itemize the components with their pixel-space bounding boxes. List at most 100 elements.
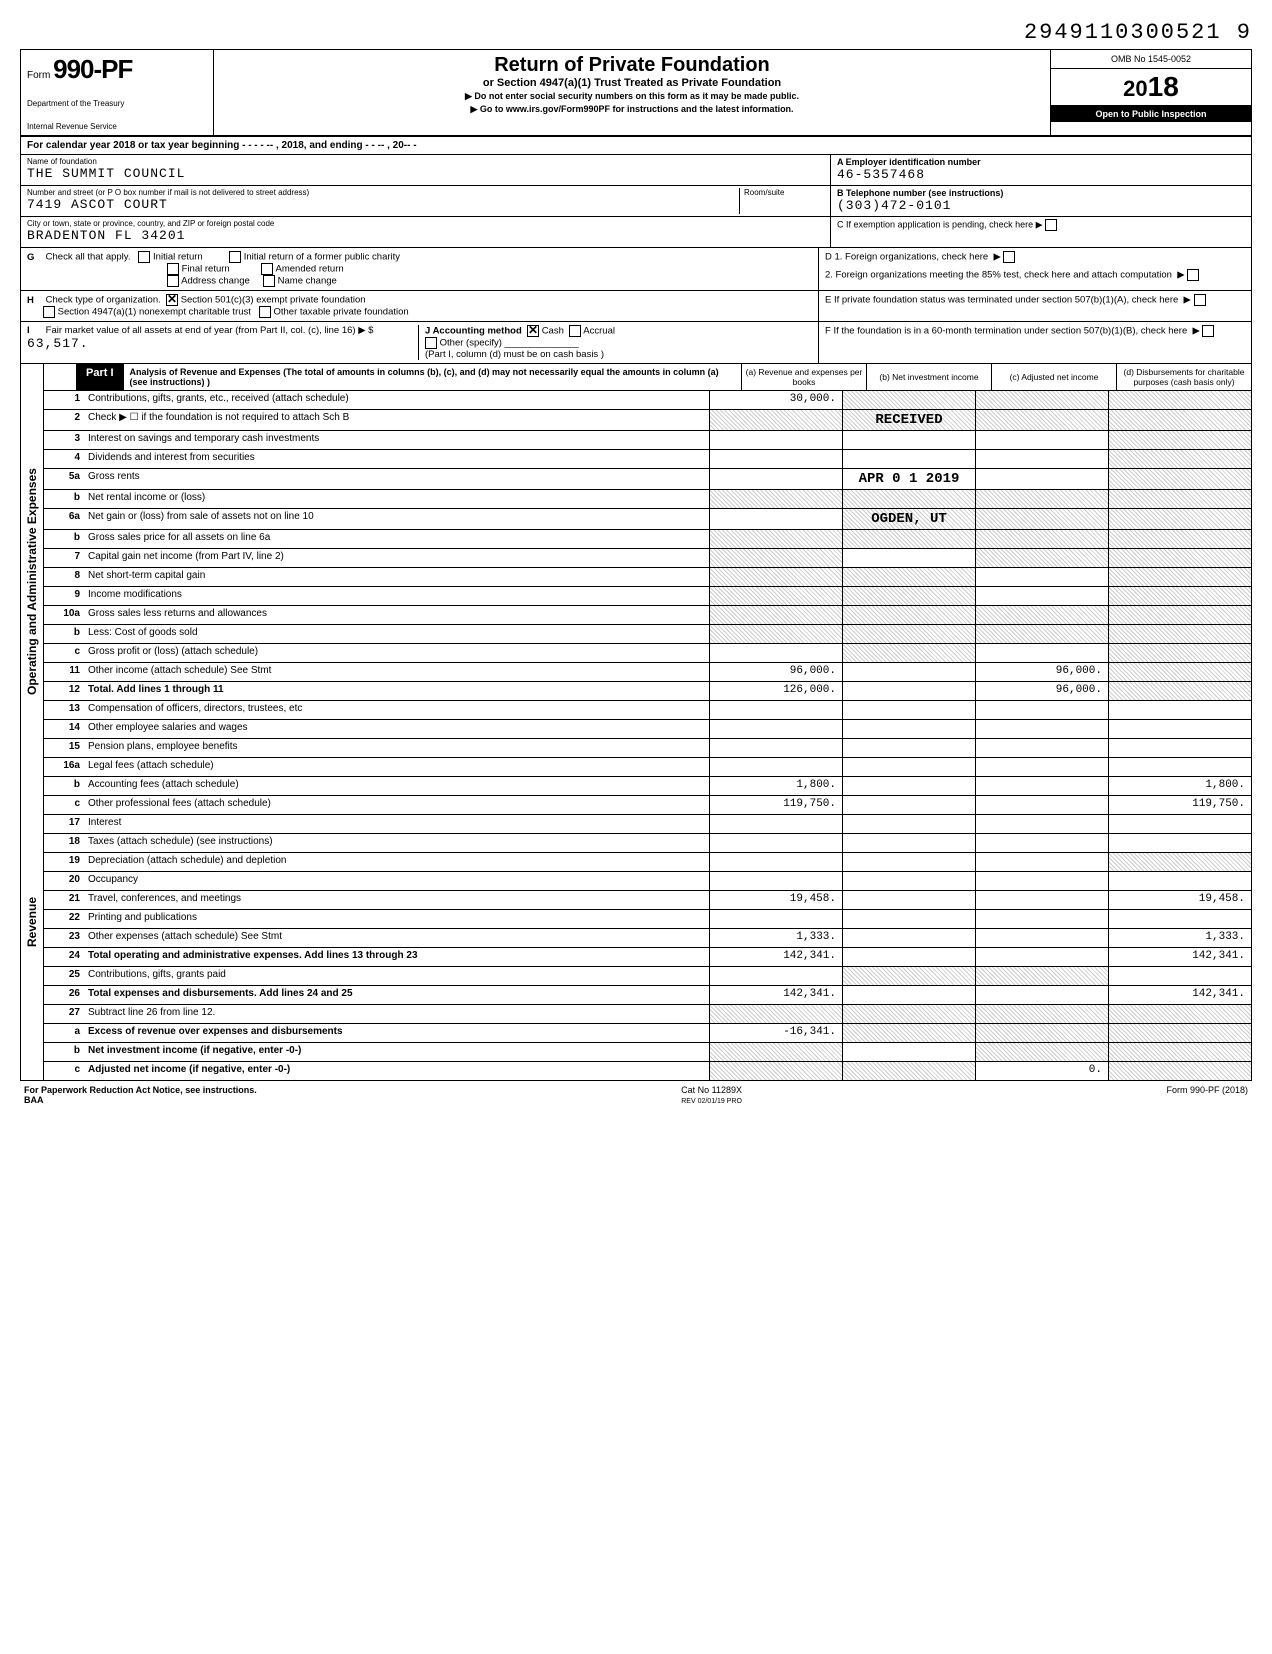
col-d-value [1108,739,1251,757]
c-checkbox[interactable] [1045,219,1057,231]
d2-label: 2. Foreign organizations meeting the 85%… [825,270,1172,281]
col-c-header: (c) Adjusted net income [992,364,1117,390]
col-b-value [842,644,975,662]
form-prefix: Form [27,70,50,81]
name-change-checkbox[interactable] [263,275,275,287]
part-header: Part I Analysis of Revenue and Expenses … [44,364,1251,390]
j-cash-checkbox[interactable] [527,325,539,337]
col-c-value [975,644,1108,662]
col-c-value [975,777,1108,795]
footer: For Paperwork Reduction Act Notice, see … [20,1085,1252,1105]
city-label: City or town, state or province, country… [27,219,824,228]
table-row: 11Other income (attach schedule) See Stm… [44,662,1251,681]
col-d-value [1108,1043,1251,1061]
initial-return-checkbox[interactable] [138,251,150,263]
line-description: Legal fees (attach schedule) [84,758,709,776]
form-header-center: Return of Private Foundation or Section … [214,50,1050,135]
col-b-value [842,450,975,468]
line-description: Gross sales less returns and allowances [84,606,709,624]
initial-former-checkbox[interactable] [229,251,241,263]
h3-checkbox[interactable] [259,306,271,318]
col-b-value [842,530,975,548]
h1-label: Section 501(c)(3) exempt private foundat… [181,295,366,306]
col-b-value [842,967,975,985]
line-description: Gross profit or (loss) (attach schedule) [84,644,709,662]
ein-value: 46-5357468 [837,167,1245,182]
line-description: Total. Add lines 1 through 11 [84,682,709,700]
line-description: Gross rents [84,469,709,489]
main-table: Revenue Operating and Administrative Exp… [20,364,1252,1081]
col-d-value: 1,800. [1108,777,1251,795]
line-description: Contributions, gifts, grants paid [84,967,709,985]
line-description: Other expenses (attach schedule) See Stm… [84,929,709,947]
col-a-value [709,587,842,605]
table-row: 24Total operating and administrative exp… [44,947,1251,966]
col-b-value [842,872,975,890]
d2-checkbox[interactable] [1187,269,1199,281]
e-checkbox[interactable] [1194,294,1206,306]
col-c-value [975,509,1108,529]
d1-checkbox[interactable] [1003,251,1015,263]
f-checkbox[interactable] [1202,325,1214,337]
line-description: Depreciation (attach schedule) and deple… [84,853,709,871]
col-c-value: 96,000. [975,682,1108,700]
h2-checkbox[interactable] [43,306,55,318]
line-description: Other employee salaries and wages [84,720,709,738]
table-row: 7Capital gain net income (from Part IV, … [44,548,1251,567]
col-c-value [975,530,1108,548]
col-d-value [1108,967,1251,985]
col-d-value [1108,682,1251,700]
col-c-value [975,948,1108,966]
line-number: 12 [44,682,84,700]
table-row: 8Net short-term capital gain [44,567,1251,586]
section-ghi: G Check all that apply. Initial return I… [20,248,1252,364]
col-a-value [709,758,842,776]
col-b-value: RECEIVED [842,410,975,430]
line-number: c [44,1062,84,1080]
lines-container: 1Contributions, gifts, grants, etc., rec… [44,390,1251,1080]
col-c-value: 96,000. [975,663,1108,681]
line-number: 9 [44,587,84,605]
col-d-value [1108,815,1251,833]
col-a-value [709,549,842,567]
line-number: a [44,1024,84,1042]
ein-label: A Employer identification number [837,157,1245,167]
col-a-value [709,967,842,985]
line-description: Net rental income or (loss) [84,490,709,508]
final-return-label: Final return [182,264,230,275]
col-c-value [975,834,1108,852]
h1-checkbox[interactable] [166,294,178,306]
j-accrual-checkbox[interactable] [569,325,581,337]
final-return-checkbox[interactable] [167,263,179,275]
col-d-header: (d) Disbursements for charitable purpose… [1117,364,1251,390]
form-number: 990-PF [53,54,132,84]
j-other-checkbox[interactable] [425,337,437,349]
col-d-value [1108,530,1251,548]
h-label: Check type of organization. [46,295,161,306]
line-number: 11 [44,663,84,681]
table-row: 19Depreciation (attach schedule) and dep… [44,852,1251,871]
line-description: Taxes (attach schedule) (see instruction… [84,834,709,852]
received-date: APR 0 1 2019 [859,471,960,487]
address-change-checkbox[interactable] [167,275,179,287]
line-description: Net gain or (loss) from sale of assets n… [84,509,709,529]
line-description: Adjusted net income (if negative, enter … [84,1062,709,1080]
line-description: Check ▶ ☐ if the foundation is not requi… [84,410,709,430]
col-c-value [975,450,1108,468]
col-c-value [975,568,1108,586]
i-value: 63,517. [27,336,89,351]
col-d-value: 19,458. [1108,891,1251,909]
line-number: b [44,1043,84,1061]
col-a-value: 19,458. [709,891,842,909]
line-number: 19 [44,853,84,871]
col-a-value [709,701,842,719]
amended-checkbox[interactable] [261,263,273,275]
col-a-value [709,431,842,449]
form-instr-2: ▶ Go to www.irs.gov/Form990PF for instru… [224,104,1040,115]
col-c-value [975,490,1108,508]
col-d-value [1108,568,1251,586]
line-number: b [44,625,84,643]
col-b-value [842,1043,975,1061]
line-number: 18 [44,834,84,852]
side-labels: Revenue Operating and Administrative Exp… [21,364,44,1080]
